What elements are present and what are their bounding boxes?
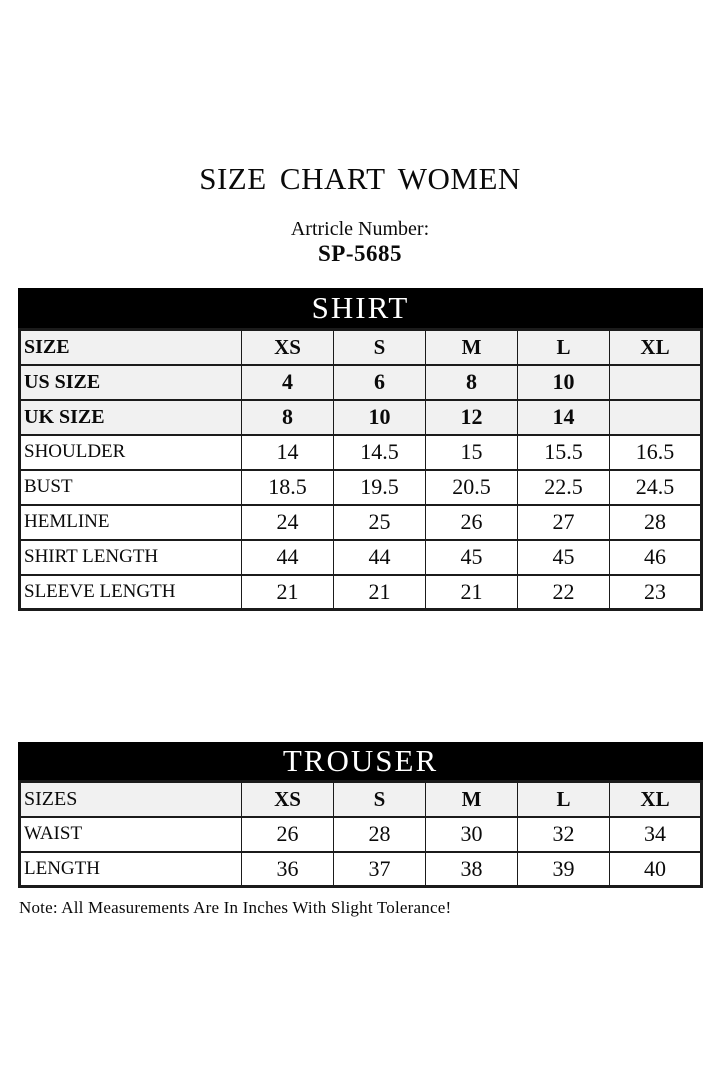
measurement-value: 18.5 bbox=[241, 468, 334, 506]
size-header-label: SIZE bbox=[19, 328, 242, 366]
shirt-size-table: SIZE XS S M L XL US SIZE 4 6 8 10 UK SIZE 8 10 12 14 SHO… bbox=[18, 328, 703, 611]
measurement-value: 19.5 bbox=[333, 468, 426, 506]
measurement-value: 25 bbox=[333, 503, 426, 541]
measurement-value: 14.5 bbox=[333, 433, 426, 471]
measurement-value: 22 bbox=[517, 573, 610, 611]
size-column-header: L bbox=[517, 780, 610, 818]
measurement-value: 4 bbox=[241, 363, 334, 401]
size-header-label: SIZES bbox=[19, 780, 242, 818]
shirt-size-table-block: SHIRT SIZE XS S M L XL US SIZE 4 6 8 10 UK SIZE 8 10 1… bbox=[18, 288, 703, 611]
measurement-value: 8 bbox=[425, 363, 518, 401]
measurement-value: 32 bbox=[517, 815, 610, 853]
measurement-value: 39 bbox=[517, 850, 610, 888]
row-label: SHIRT LENGTH bbox=[19, 538, 242, 576]
row-label: WAIST bbox=[19, 815, 242, 853]
trouser-table-title: TROUSER bbox=[18, 742, 703, 780]
measurement-value: 30 bbox=[425, 815, 518, 853]
trouser-size-table: SIZES XS S M L XL WAIST 26 28 30 32 34 LENGTH 36 37 38 3… bbox=[18, 780, 703, 888]
row-label: SLEEVE LENGTH bbox=[19, 573, 242, 611]
article-number-value: SP-5685 bbox=[318, 241, 402, 266]
measurement-value: 24 bbox=[241, 503, 334, 541]
measurement-value: 14 bbox=[517, 398, 610, 436]
row-label: UK SIZE bbox=[19, 398, 242, 436]
measurement-value: 10 bbox=[333, 398, 426, 436]
table-row: UK SIZE 8 10 12 14 bbox=[19, 398, 702, 436]
measurement-value: 40 bbox=[609, 850, 702, 888]
table-row: SHIRT LENGTH 44 44 45 45 46 bbox=[19, 538, 702, 576]
article-number-label: Artricle Number: bbox=[290, 218, 430, 240]
page-title: SIZE CHART WOMEN bbox=[199, 161, 521, 196]
measurement-value: 38 bbox=[425, 850, 518, 888]
measurement-value: 8 bbox=[241, 398, 334, 436]
size-column-header: XS bbox=[241, 328, 334, 366]
size-column-header: S bbox=[333, 328, 426, 366]
measurement-value: 46 bbox=[609, 538, 702, 576]
size-column-header: L bbox=[517, 328, 610, 366]
row-label: HEMLINE bbox=[19, 503, 242, 541]
measurement-value: 21 bbox=[241, 573, 334, 611]
measurement-note: Note: All Measurements Are In Inches Wit… bbox=[19, 898, 452, 917]
row-label: US SIZE bbox=[19, 363, 242, 401]
table-row: LENGTH 36 37 38 39 40 bbox=[19, 850, 702, 888]
measurement-value: 34 bbox=[609, 815, 702, 853]
measurement-value: 28 bbox=[609, 503, 702, 541]
measurement-value bbox=[609, 398, 702, 436]
table-row: US SIZE 4 6 8 10 bbox=[19, 363, 702, 401]
size-column-header: XL bbox=[609, 780, 702, 818]
measurement-value: 21 bbox=[425, 573, 518, 611]
measurement-value: 44 bbox=[333, 538, 426, 576]
measurement-value: 16.5 bbox=[609, 433, 702, 471]
measurement-value: 37 bbox=[333, 850, 426, 888]
measurement-value: 22.5 bbox=[517, 468, 610, 506]
trouser-size-table-block: TROUSER SIZES XS S M L XL WAIST 26 28 30 32 34 LENGT… bbox=[18, 742, 703, 888]
table-row: BUST 18.5 19.5 20.5 22.5 24.5 bbox=[19, 468, 702, 506]
measurement-value: 26 bbox=[241, 815, 334, 853]
measurement-value: 15 bbox=[425, 433, 518, 471]
row-label: SHOULDER bbox=[19, 433, 242, 471]
measurement-value: 45 bbox=[425, 538, 518, 576]
table-row: HEMLINE 24 25 26 27 28 bbox=[19, 503, 702, 541]
measurement-value: 24.5 bbox=[609, 468, 702, 506]
measurement-value: 26 bbox=[425, 503, 518, 541]
shirt-table-title: SHIRT bbox=[18, 288, 703, 328]
measurement-value: 44 bbox=[241, 538, 334, 576]
measurement-value: 21 bbox=[333, 573, 426, 611]
size-column-header: S bbox=[333, 780, 426, 818]
size-column-header: XL bbox=[609, 328, 702, 366]
measurement-value: 23 bbox=[609, 573, 702, 611]
measurement-value: 28 bbox=[333, 815, 426, 853]
table-row: SHOULDER 14 14.5 15 15.5 16.5 bbox=[19, 433, 702, 471]
measurement-value: 20.5 bbox=[425, 468, 518, 506]
table-row: SLEEVE LENGTH 21 21 21 22 23 bbox=[19, 573, 702, 611]
measurement-value: 15.5 bbox=[517, 433, 610, 471]
measurement-value bbox=[609, 363, 702, 401]
measurement-value: 45 bbox=[517, 538, 610, 576]
measurement-value: 10 bbox=[517, 363, 610, 401]
row-label: BUST bbox=[19, 468, 242, 506]
measurement-value: 27 bbox=[517, 503, 610, 541]
size-column-header: XS bbox=[241, 780, 334, 818]
row-label: LENGTH bbox=[19, 850, 242, 888]
measurement-value: 14 bbox=[241, 433, 334, 471]
measurement-value: 6 bbox=[333, 363, 426, 401]
measurement-value: 36 bbox=[241, 850, 334, 888]
size-header-row: SIZE XS S M L XL bbox=[19, 328, 702, 366]
size-column-header: M bbox=[425, 780, 518, 818]
size-column-header: M bbox=[425, 328, 518, 366]
table-row: WAIST 26 28 30 32 34 bbox=[19, 815, 702, 853]
measurement-value: 12 bbox=[425, 398, 518, 436]
size-header-row: SIZES XS S M L XL bbox=[19, 780, 702, 818]
